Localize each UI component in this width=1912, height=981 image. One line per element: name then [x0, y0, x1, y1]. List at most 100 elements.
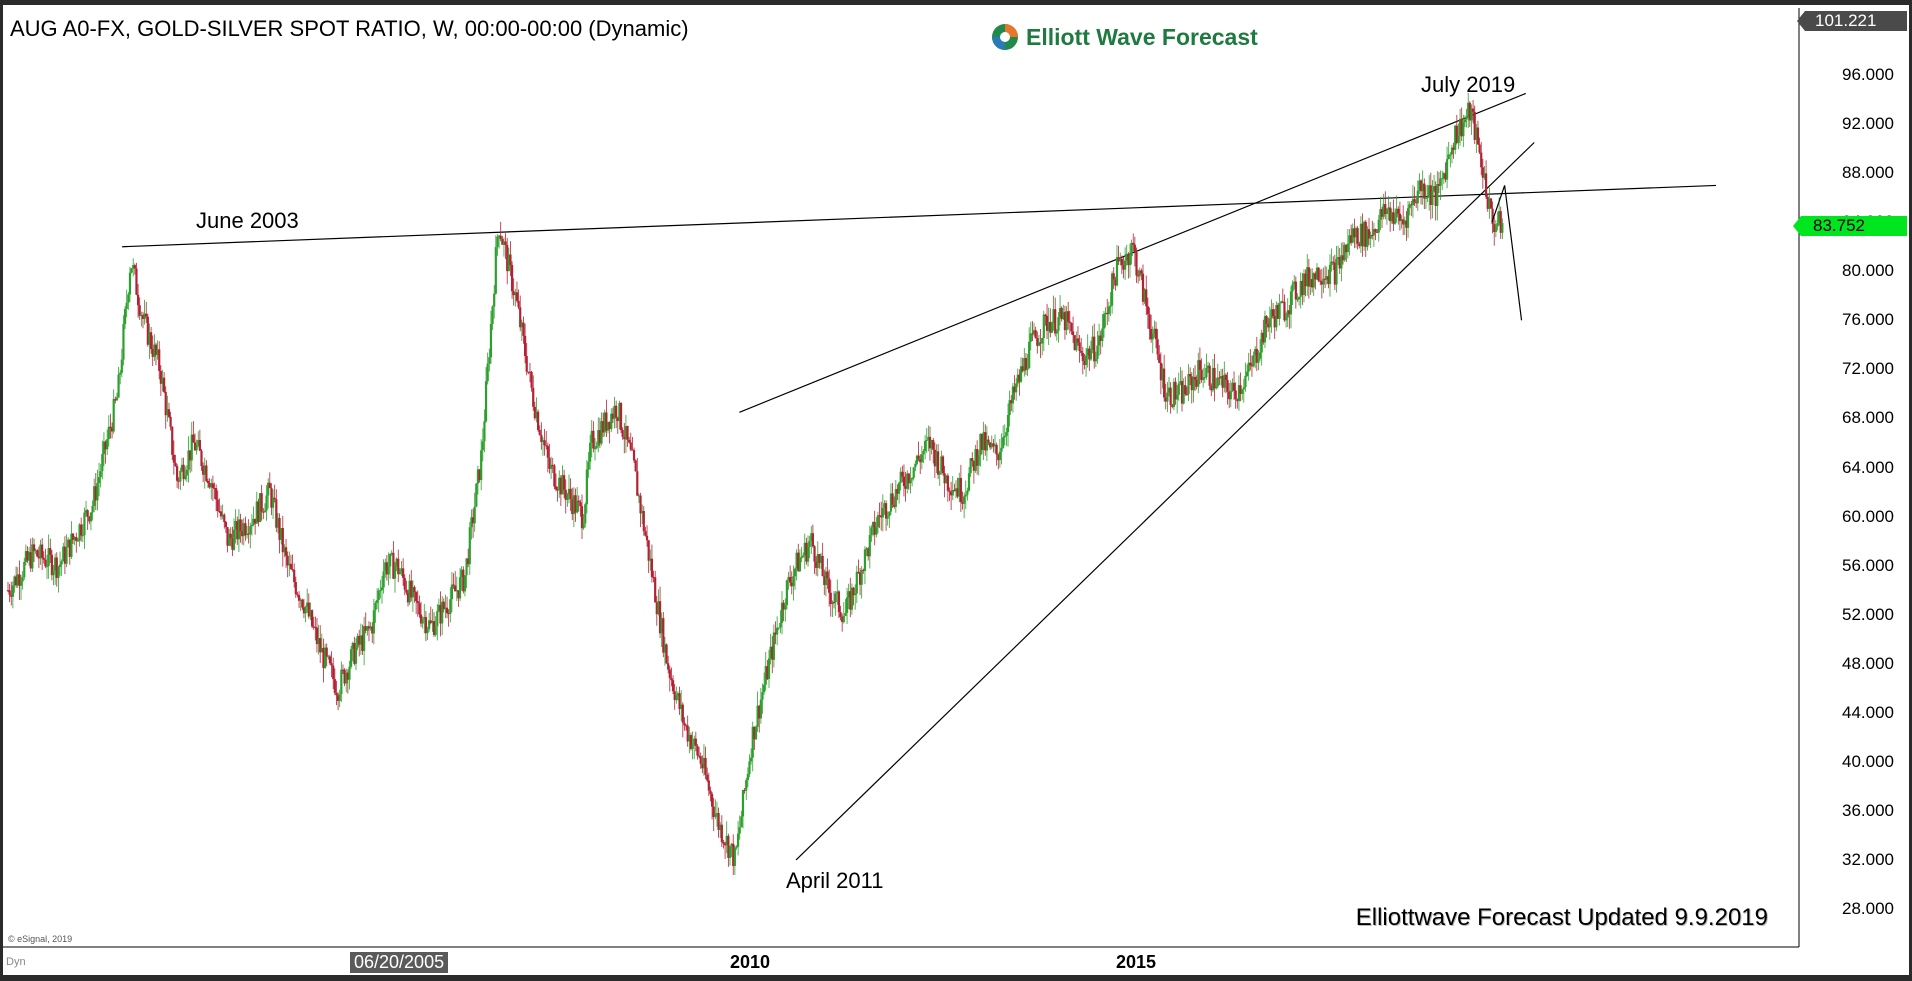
price-bar [933, 442, 936, 479]
price-bar [897, 481, 901, 504]
price-bar [689, 732, 693, 751]
price-bar [75, 532, 78, 553]
price-bar [245, 525, 249, 539]
price-bar [730, 842, 733, 857]
y-tick-label: 40.000 [1842, 751, 1894, 771]
price-bar [421, 616, 424, 629]
price-bar [1224, 373, 1228, 394]
price-bar [878, 502, 881, 529]
label-april-2011: April 2011 [786, 868, 884, 893]
price-bar [1057, 312, 1060, 343]
price-bar [1480, 142, 1483, 176]
price-bar [589, 434, 592, 470]
price-bar [886, 511, 889, 526]
price-bar [86, 509, 89, 530]
price-bar [992, 439, 995, 453]
price-bar [925, 428, 928, 454]
price-bar [554, 473, 558, 492]
price-bar [127, 292, 130, 310]
price-bar [376, 588, 379, 610]
price-bar [138, 297, 141, 320]
price-bar [486, 352, 489, 385]
price-bar [358, 629, 361, 657]
price-bar [1016, 368, 1019, 388]
price-bar [514, 288, 517, 307]
price-bar [598, 417, 601, 449]
price-bar [130, 267, 133, 274]
price-bar [914, 460, 917, 472]
price-bar [860, 566, 863, 599]
price-bar [1249, 349, 1252, 371]
price-bar [471, 508, 475, 538]
price-bar [1343, 242, 1346, 262]
price-bar [1307, 258, 1310, 299]
price-bar [1210, 383, 1213, 397]
price-bar [132, 258, 135, 277]
price-bar [1140, 268, 1143, 281]
price-bar [341, 664, 345, 675]
price-bar [1315, 263, 1319, 280]
price-bar [1314, 271, 1317, 290]
price-bar [1421, 170, 1424, 205]
price-bar [437, 598, 441, 613]
price-bar [1167, 376, 1171, 397]
price-bar [761, 683, 764, 714]
brand-name: Elliott Wave Forecast [1026, 23, 1258, 50]
price-bar [439, 591, 442, 637]
price-bar [26, 546, 29, 563]
price-bar [696, 744, 699, 760]
price-bar [1364, 220, 1367, 257]
price-bar [837, 590, 841, 619]
price-bar [603, 409, 606, 437]
price-bar [684, 724, 688, 731]
price-bar [595, 441, 598, 450]
price-bar [346, 669, 349, 694]
price-bar [1093, 323, 1096, 369]
price-bar [919, 454, 922, 475]
label-june-2003: June 2003 [196, 208, 299, 233]
price-bar [117, 367, 120, 398]
price-bar [1431, 180, 1434, 219]
price-bar [146, 313, 149, 347]
price-bar [158, 341, 161, 380]
price-bar [402, 558, 405, 586]
price-bar [857, 559, 860, 574]
price-bar [239, 513, 242, 543]
max-value-badge: 101.221 [1797, 11, 1907, 31]
price-bar [585, 459, 588, 514]
price-bar [288, 551, 291, 577]
price-bar [558, 470, 561, 498]
price-bar [1143, 288, 1146, 305]
price-bar [1424, 185, 1428, 209]
price-bar [176, 463, 179, 488]
price-bar [392, 541, 395, 580]
price-bar [234, 509, 237, 544]
price-bar [1455, 114, 1458, 145]
price-bar [1408, 201, 1411, 216]
price-bar [667, 655, 670, 674]
price-bar [122, 315, 125, 366]
price-bar [639, 492, 642, 528]
price-bar [463, 575, 467, 597]
price-bar [260, 484, 263, 521]
price-bar [1164, 383, 1167, 410]
price-bar [418, 595, 421, 618]
price-bar [1223, 361, 1226, 393]
price-bar [197, 431, 200, 448]
price-bar [543, 428, 546, 456]
price-bar [1034, 326, 1037, 339]
price-bar [310, 609, 314, 629]
price-bar [915, 454, 919, 466]
price-bar [1029, 321, 1032, 351]
price-bar [163, 372, 166, 394]
price-bar [1205, 353, 1208, 380]
price-bar [1068, 310, 1071, 334]
price-bar [1275, 301, 1278, 332]
price-bar [1428, 175, 1431, 211]
trendline [795, 142, 1535, 861]
price-bar [733, 845, 736, 875]
price-bar [1286, 298, 1289, 328]
price-bar [1284, 312, 1288, 328]
price-bar [945, 474, 948, 484]
price-bar [868, 525, 871, 569]
